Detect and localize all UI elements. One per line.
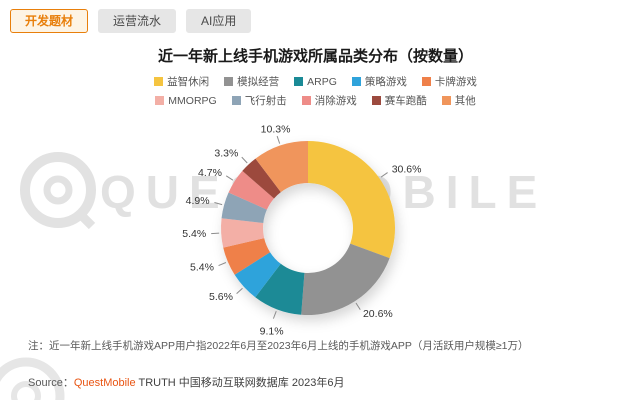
slice-label: 5.6% xyxy=(209,291,233,303)
donut-labels: 30.6% 20.6% 9.1% 5.6% 5.4% 5.4% 4.9% 4.7% 3.3% 10… xyxy=(182,123,421,337)
slice-label: 4.9% xyxy=(186,195,210,207)
legend-item: 益智休闲 xyxy=(154,74,209,89)
pie-slice-0 xyxy=(308,141,395,259)
tab-operating-revenue[interactable]: 运营流水 xyxy=(98,9,177,33)
legend-swatch xyxy=(224,77,234,86)
chart-title: 近一年新上线手机游戏所属品类分布（按数量） xyxy=(157,48,473,65)
legend-label: 消除游戏 xyxy=(314,95,357,107)
legend-item: 赛车跑酷 xyxy=(371,93,427,108)
slice-label: 5.4% xyxy=(190,262,214,274)
questmobile-logo-watermark xyxy=(20,152,96,230)
tab-ai-application[interactable]: AI应用 xyxy=(186,9,252,33)
slice-label: 5.4% xyxy=(182,228,206,240)
source-line: Source：QuestMobile TRUTH 中国移动互联网数据库 2023… xyxy=(28,374,344,390)
slice-label: 20.6% xyxy=(363,308,393,320)
legend-item: 消除游戏 xyxy=(301,93,357,108)
slice-label: 9.1% xyxy=(260,325,284,337)
pie-slice-7 xyxy=(228,170,275,210)
legend-label: 模拟经营 xyxy=(237,76,280,88)
pie-slice-2 xyxy=(255,263,305,315)
source-brand: QuestMobile xyxy=(73,377,136,389)
donut-slices xyxy=(221,141,395,315)
legend-label: ARPG xyxy=(307,75,337,88)
legend-item: 策略游戏 xyxy=(351,74,407,89)
questmobile-logo-watermark-bottom xyxy=(0,357,65,400)
legend-label: MMORPG xyxy=(168,94,217,107)
legend-item: 卡牌游戏 xyxy=(421,74,477,89)
legend-label: 飞行射击 xyxy=(244,95,287,107)
legend-row: MMORPG 飞行射击 消除游戏 赛车跑酷 其他 xyxy=(155,93,476,108)
tab-bar: 开发题材 运营流水 AI应用 xyxy=(10,9,252,33)
chart-legend: 益智休闲 模拟经营 ARPG 策略游戏 卡牌游戏 MMORPG 飞行射击 消除游戏 赛车跑酷 其… xyxy=(0,74,631,108)
pie-slice-8 xyxy=(242,158,281,199)
legend-swatch xyxy=(371,96,381,105)
legend-label: 其他 xyxy=(454,95,476,107)
donut-hole xyxy=(263,183,353,273)
pie-slice-4 xyxy=(223,238,271,275)
pie-slice-6 xyxy=(221,192,267,223)
legend-item: ARPG xyxy=(294,74,337,89)
legend-swatch xyxy=(154,77,164,86)
slice-label: 3.3% xyxy=(214,147,238,159)
pie-slice-3 xyxy=(234,252,281,298)
pie-slice-1 xyxy=(301,243,390,315)
legend-swatch xyxy=(231,96,241,105)
legend-swatch xyxy=(421,77,431,86)
legend-label: 益智休闲 xyxy=(167,76,210,88)
legend-label: 卡牌游戏 xyxy=(434,76,477,88)
legend-swatch xyxy=(155,96,165,105)
legend-swatch xyxy=(294,77,304,86)
legend-label: 赛车跑酷 xyxy=(384,95,427,107)
slice-label: 4.7% xyxy=(198,167,222,179)
pie-slice-5 xyxy=(221,218,265,248)
legend-swatch xyxy=(441,96,451,105)
tab-dev-theme[interactable]: 开发题材 xyxy=(10,9,89,33)
source-rest: TRUTH 中国移动互联网数据库 2023年6月 xyxy=(135,377,345,389)
legend-swatch xyxy=(351,77,361,86)
legend-item: 其他 xyxy=(441,93,476,108)
slice-label: 10.3% xyxy=(261,123,291,135)
legend-item: 模拟经营 xyxy=(224,74,279,89)
slice-label: 30.6% xyxy=(392,164,422,176)
legend-row: 益智休闲 模拟经营 ARPG 策略游戏 卡牌游戏 xyxy=(154,74,477,89)
legend-item: MMORPG xyxy=(155,93,217,108)
legend-label: 策略游戏 xyxy=(364,76,407,88)
legend-item: 飞行射击 xyxy=(231,93,287,108)
source-prefix: Source： xyxy=(28,377,74,389)
footnote: 注：近一年新上线手机游戏APP用户指2022年6月至2023年6月上线的手机游戏… xyxy=(28,340,529,352)
pie-slice-9 xyxy=(255,141,308,193)
legend-swatch xyxy=(301,96,311,105)
